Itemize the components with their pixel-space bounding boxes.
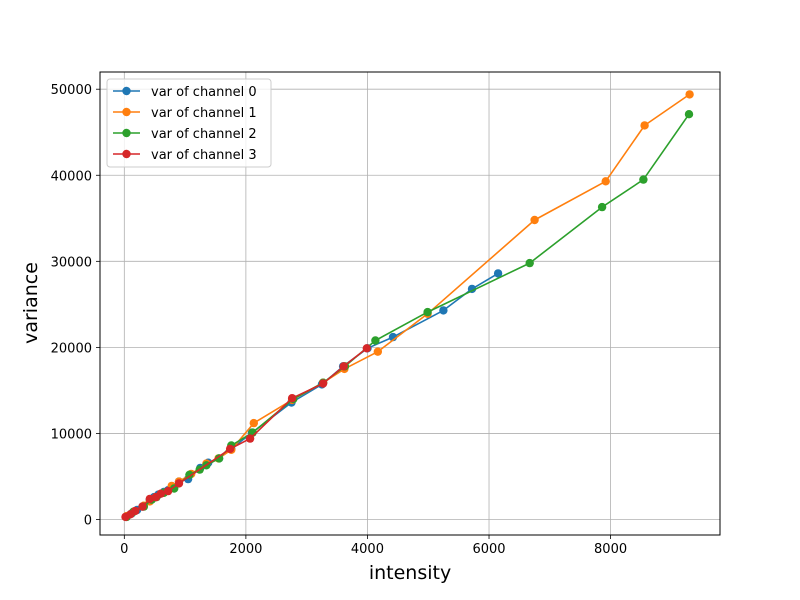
data-point	[249, 418, 258, 428]
data-point	[439, 306, 448, 315]
data-point	[597, 202, 607, 212]
data-point	[174, 479, 184, 488]
data-point	[685, 90, 694, 99]
data-point	[640, 121, 649, 130]
legend-item: var of channel 1	[113, 106, 257, 121]
data-point	[163, 486, 173, 496]
data-point	[225, 444, 235, 454]
x-tick-label: 4000	[351, 542, 384, 557]
legend-item: var of channel 0	[113, 85, 257, 100]
data-point	[684, 110, 694, 119]
legend-item: var of channel 3	[113, 148, 257, 163]
legend-label: var of channel 3	[151, 148, 257, 163]
legend-marker	[122, 149, 131, 159]
data-point	[138, 502, 147, 511]
legend-label: var of channel 0	[151, 85, 257, 100]
legend-item: var of channel 2	[113, 127, 257, 142]
legend-marker	[122, 107, 131, 117]
grid	[100, 72, 720, 535]
series-layer	[121, 90, 694, 522]
y-tick-label: 10000	[51, 427, 92, 442]
y-tick-label: 20000	[51, 341, 92, 356]
data-point	[525, 258, 534, 268]
data-point	[156, 489, 165, 498]
data-point	[362, 344, 371, 353]
plot-area: 0 2000 4000 6000 8000 0 10000 20000 30000 40000 50…	[51, 71, 721, 557]
legend: var of channel 0 var of channel 1 var of c…	[106, 78, 272, 168]
data-point	[214, 454, 224, 463]
data-point	[287, 394, 297, 403]
y-tick-label: 0	[84, 514, 92, 529]
data-point	[601, 177, 610, 186]
legend-marker	[122, 86, 131, 96]
data-point	[131, 506, 140, 516]
y-tick-label: 40000	[51, 169, 92, 184]
legend-label: var of channel 1	[151, 106, 257, 121]
legend-box	[106, 78, 272, 168]
x-tick-label: 2000	[229, 542, 262, 557]
data-point	[373, 347, 382, 356]
y-axis-label: variance	[20, 262, 42, 344]
legend-marker	[122, 128, 131, 138]
y-tick-label: 50000	[51, 83, 92, 98]
x-tick-label: 0	[120, 542, 128, 557]
legend-items: var of channel 0 var of channel 1 var of c…	[113, 85, 257, 163]
data-point	[493, 269, 503, 278]
data-point	[639, 175, 648, 184]
plot-frame	[99, 71, 721, 536]
ticks: 0 2000 4000 6000 8000 0 10000 20000 30000 40000 50…	[51, 83, 627, 557]
y-tick-label: 30000	[51, 255, 92, 270]
data-point	[371, 336, 380, 345]
x-axis-label: intensity	[369, 562, 451, 584]
series-3	[121, 344, 371, 522]
x-tick-label: 8000	[594, 542, 627, 557]
data-point	[339, 362, 348, 371]
data-point	[318, 379, 328, 388]
data-point	[530, 215, 539, 225]
data-point	[423, 307, 432, 317]
x-tick-label: 6000	[472, 542, 505, 557]
data-point	[245, 434, 255, 443]
legend-label: var of channel 2	[151, 127, 257, 142]
